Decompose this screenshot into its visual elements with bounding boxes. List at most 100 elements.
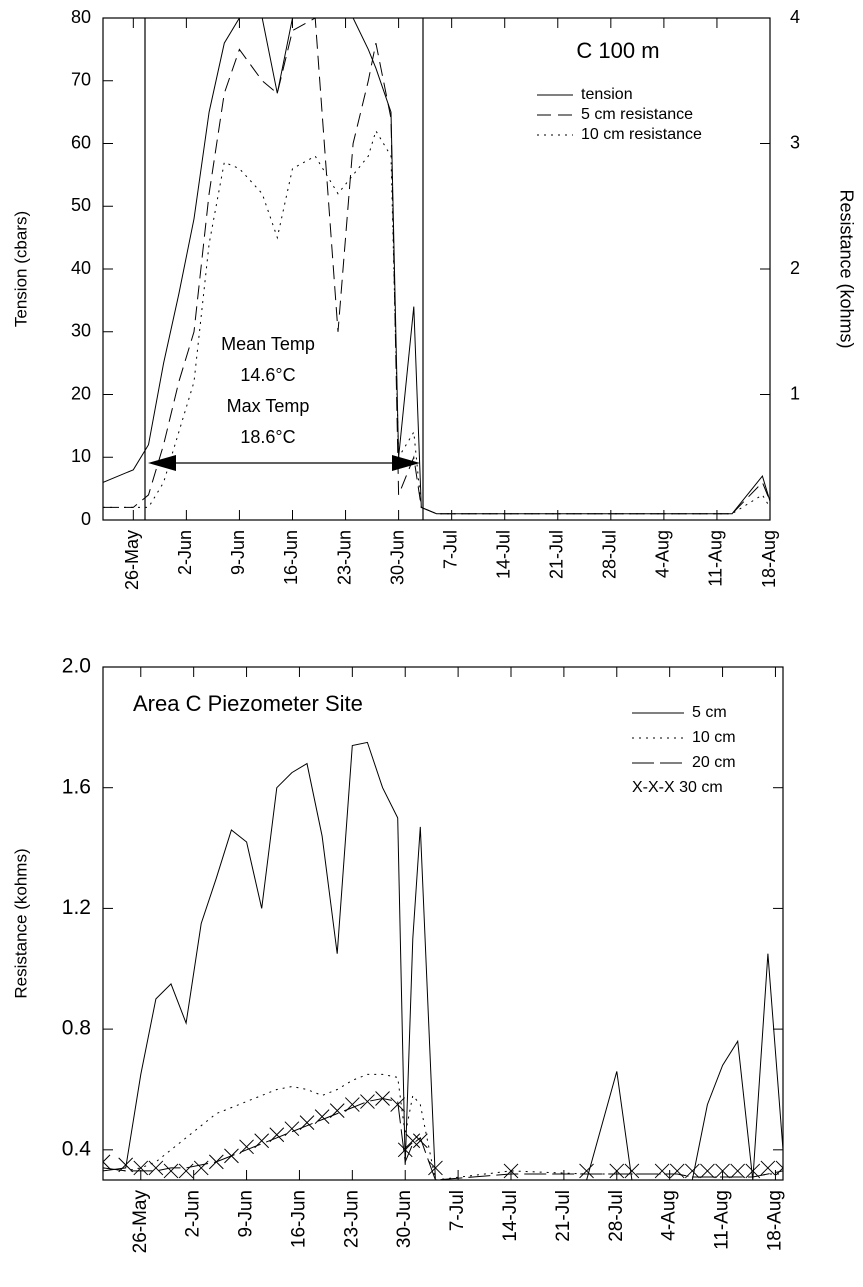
x-tick-label: 9-Jun	[228, 530, 248, 575]
x-marker	[239, 1139, 254, 1155]
annotation: Mean Temp	[221, 334, 315, 354]
y-tick-label: 1.2	[62, 896, 91, 919]
x-marker	[329, 1103, 345, 1118]
y2-axis-label: Resistance (kohms)	[836, 189, 856, 348]
x-tick-label: 21-Jul	[553, 1190, 574, 1242]
x-marker	[254, 1133, 270, 1149]
x-marker	[299, 1115, 315, 1131]
y2-tick-label: 2	[790, 258, 800, 278]
x-tick-label: 30-Jun	[394, 1190, 415, 1248]
x-marker	[390, 1097, 406, 1112]
legend-label: X-X-X 30 cm	[632, 779, 723, 796]
x-tick-label: 23-Jun	[334, 530, 354, 585]
x-tick-label: 23-Jun	[341, 1190, 362, 1248]
x-tick-label: 2-Jun	[183, 1190, 204, 1238]
annotation: Max Temp	[227, 396, 310, 416]
y-tick-label: 0.4	[62, 1137, 92, 1160]
y-tick-label: 0	[81, 509, 91, 529]
x-tick-label: 4-Aug	[659, 1190, 680, 1241]
x-tick-label: 16-Jun	[288, 1190, 309, 1248]
x-marker	[103, 1154, 111, 1170]
x-marker	[428, 1160, 443, 1176]
plot-area	[103, 18, 770, 515]
x-marker	[684, 1163, 700, 1179]
x-marker	[775, 1160, 783, 1176]
x-tick-label: 14-Jul	[500, 1190, 521, 1242]
y2-tick-label: 4	[790, 7, 800, 27]
annotation: 18.6°C	[240, 427, 295, 447]
legend-label: 10 cm	[692, 729, 736, 746]
x-marker	[344, 1097, 360, 1112]
y-axis-label: Resistance (kohms)	[11, 848, 30, 998]
y-tick-label: 40	[71, 258, 91, 278]
x-marker	[163, 1163, 179, 1179]
x-marker	[284, 1121, 300, 1137]
arrow-head	[148, 455, 176, 471]
x-marker	[133, 1160, 149, 1176]
x-marker	[224, 1148, 239, 1164]
x-tick-label: 21-Jul	[547, 530, 567, 579]
x-tick-label: 7-Jul	[447, 1190, 468, 1231]
series-line	[103, 1073, 783, 1180]
x-marker	[715, 1163, 730, 1179]
y-tick-label: 0.8	[62, 1017, 91, 1040]
legend-label: tension	[581, 86, 633, 103]
x-marker	[700, 1163, 715, 1179]
x-tick-label: 11-Aug	[706, 530, 726, 587]
chart-title: C 100 m	[576, 38, 659, 63]
y-tick-label: 80	[71, 7, 91, 27]
series-line	[103, 18, 770, 515]
x-marker	[412, 1133, 428, 1149]
x-tick-label: 16-Jun	[281, 530, 301, 585]
legend-label: 20 cm	[692, 754, 736, 771]
y2-tick-label: 3	[790, 132, 800, 152]
x-tick-label: 26-May	[130, 1190, 151, 1254]
y-axis-label: Tension (cbars)	[11, 211, 30, 327]
x-marker	[193, 1160, 209, 1176]
legend-label: 5 cm resistance	[581, 106, 693, 123]
x-marker	[609, 1163, 625, 1179]
x-marker	[148, 1160, 164, 1176]
x-marker	[397, 1142, 413, 1158]
annotation: 14.6°C	[240, 365, 295, 385]
plot-frame	[102, 666, 784, 1181]
y-tick-label: 50	[71, 195, 91, 215]
x-marker	[375, 1091, 390, 1106]
x-marker	[730, 1163, 746, 1179]
plot-frame	[102, 17, 771, 521]
y-tick-label: 70	[71, 70, 91, 90]
x-marker	[654, 1163, 670, 1179]
x-marker	[178, 1163, 194, 1179]
x-marker	[405, 1133, 421, 1149]
y-tick-label: 20	[71, 383, 91, 403]
y-tick-label: 2.0	[62, 655, 91, 678]
x-tick-label: 30-Jun	[387, 530, 407, 585]
y-tick-label: 60	[71, 132, 91, 152]
x-tick-label: 14-Jul	[493, 530, 513, 579]
x-marker	[208, 1154, 224, 1170]
x-tick-label: 28-Jul	[600, 530, 620, 579]
y-tick-label: 10	[71, 446, 91, 466]
series-line	[103, 741, 783, 1180]
x-tick-label: 18-Aug	[764, 1190, 785, 1251]
x-tick-label: 4-Aug	[653, 530, 673, 578]
y-tick-label: 1.6	[62, 775, 91, 798]
series-line	[103, 18, 770, 515]
x-tick-label: 7-Jul	[440, 530, 460, 569]
y2-tick-label: 1	[790, 383, 800, 403]
x-marker	[503, 1163, 519, 1179]
y-tick-label: 30	[71, 321, 91, 341]
series-line	[103, 129, 770, 515]
x-tick-label: 9-Jun	[236, 1190, 257, 1238]
x-marker	[624, 1163, 640, 1179]
x-marker	[745, 1163, 761, 1179]
x-tick-label: 2-Jun	[175, 530, 195, 575]
x-marker	[579, 1163, 594, 1179]
x-tick-label: 18-Aug	[759, 530, 779, 588]
chart-title: Area C Piezometer Site	[133, 691, 363, 716]
x-marker	[360, 1094, 375, 1109]
x-marker	[760, 1160, 776, 1176]
arrow-head	[392, 455, 420, 471]
x-tick-label: 26-May	[122, 530, 142, 590]
x-marker	[314, 1109, 330, 1124]
